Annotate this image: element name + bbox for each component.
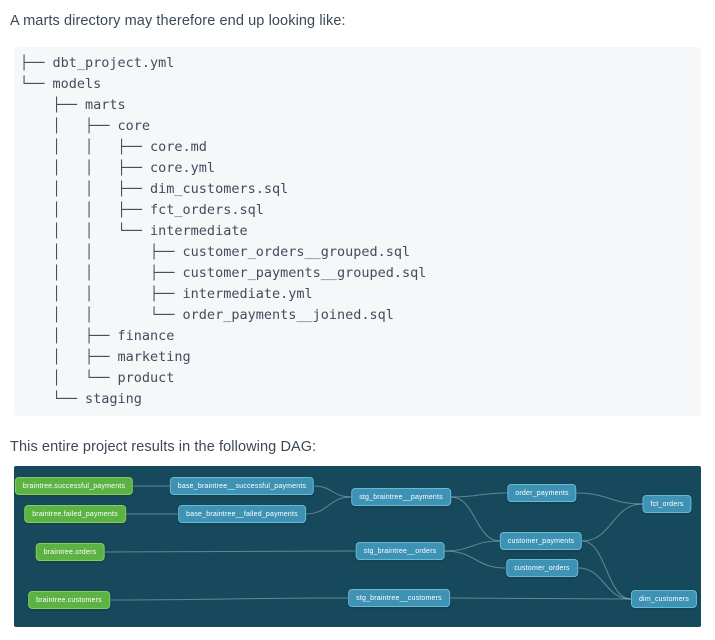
dag-node-base-braintree-failed-payments[interactable]: base_braintree__failed_payments [178,505,306,523]
dag-node-braintree-failed-payments[interactable]: braintree.failed_payments [24,505,126,523]
directory-tree-codeblock: ├── dbt_project.yml └── models ├── marts… [14,47,701,416]
dag-edge [577,567,632,600]
dag-node-dim-customers[interactable]: dim_customers [630,590,698,608]
dag-node-customer-orders[interactable]: customer_orders [506,559,578,577]
dag-edge [450,496,501,542]
dag-node-base-braintree-successful-payments[interactable]: base_braintree__successful_payments [169,477,315,495]
dag-node-customer-payments[interactable]: customer_payments [499,532,583,550]
dag-edge [449,597,632,600]
dag-node-fct-orders[interactable]: fct_orders [642,495,692,513]
dag-edge [104,550,356,553]
dag-canvas: braintree.successful_payments braintree.f… [14,466,701,627]
dag-node-order-payments[interactable]: order_payments [507,484,577,502]
dag-edge [581,540,632,600]
dag-edge [576,492,643,505]
dag-edge [305,496,352,515]
dag-node-braintree-customers[interactable]: braintree.customers [28,591,110,609]
dag-node-stg-braintree-payments[interactable]: stg_braintree__payments [351,488,451,506]
dag-node-braintree-successful-payments[interactable]: braintree.successful_payments [14,477,134,495]
dag-edge [444,540,501,552]
dag-node-braintree-orders[interactable]: braintree.orders [35,543,105,561]
dag-node-stg-braintree-orders[interactable]: stg_braintree__orders [355,542,445,560]
dag-edge [313,485,352,498]
dag-edge [109,597,349,601]
dag-edge [450,492,508,498]
dag-intro-text: This entire project results in the follo… [10,439,317,455]
intro-text: A marts directory may therefore end up l… [10,13,346,29]
dag-edge [444,550,507,569]
dag-edge [581,503,643,542]
dag-edges-layer [104,485,643,601]
dag-node-stg-braintree-customers[interactable]: stg_braintree__customers [348,589,450,607]
